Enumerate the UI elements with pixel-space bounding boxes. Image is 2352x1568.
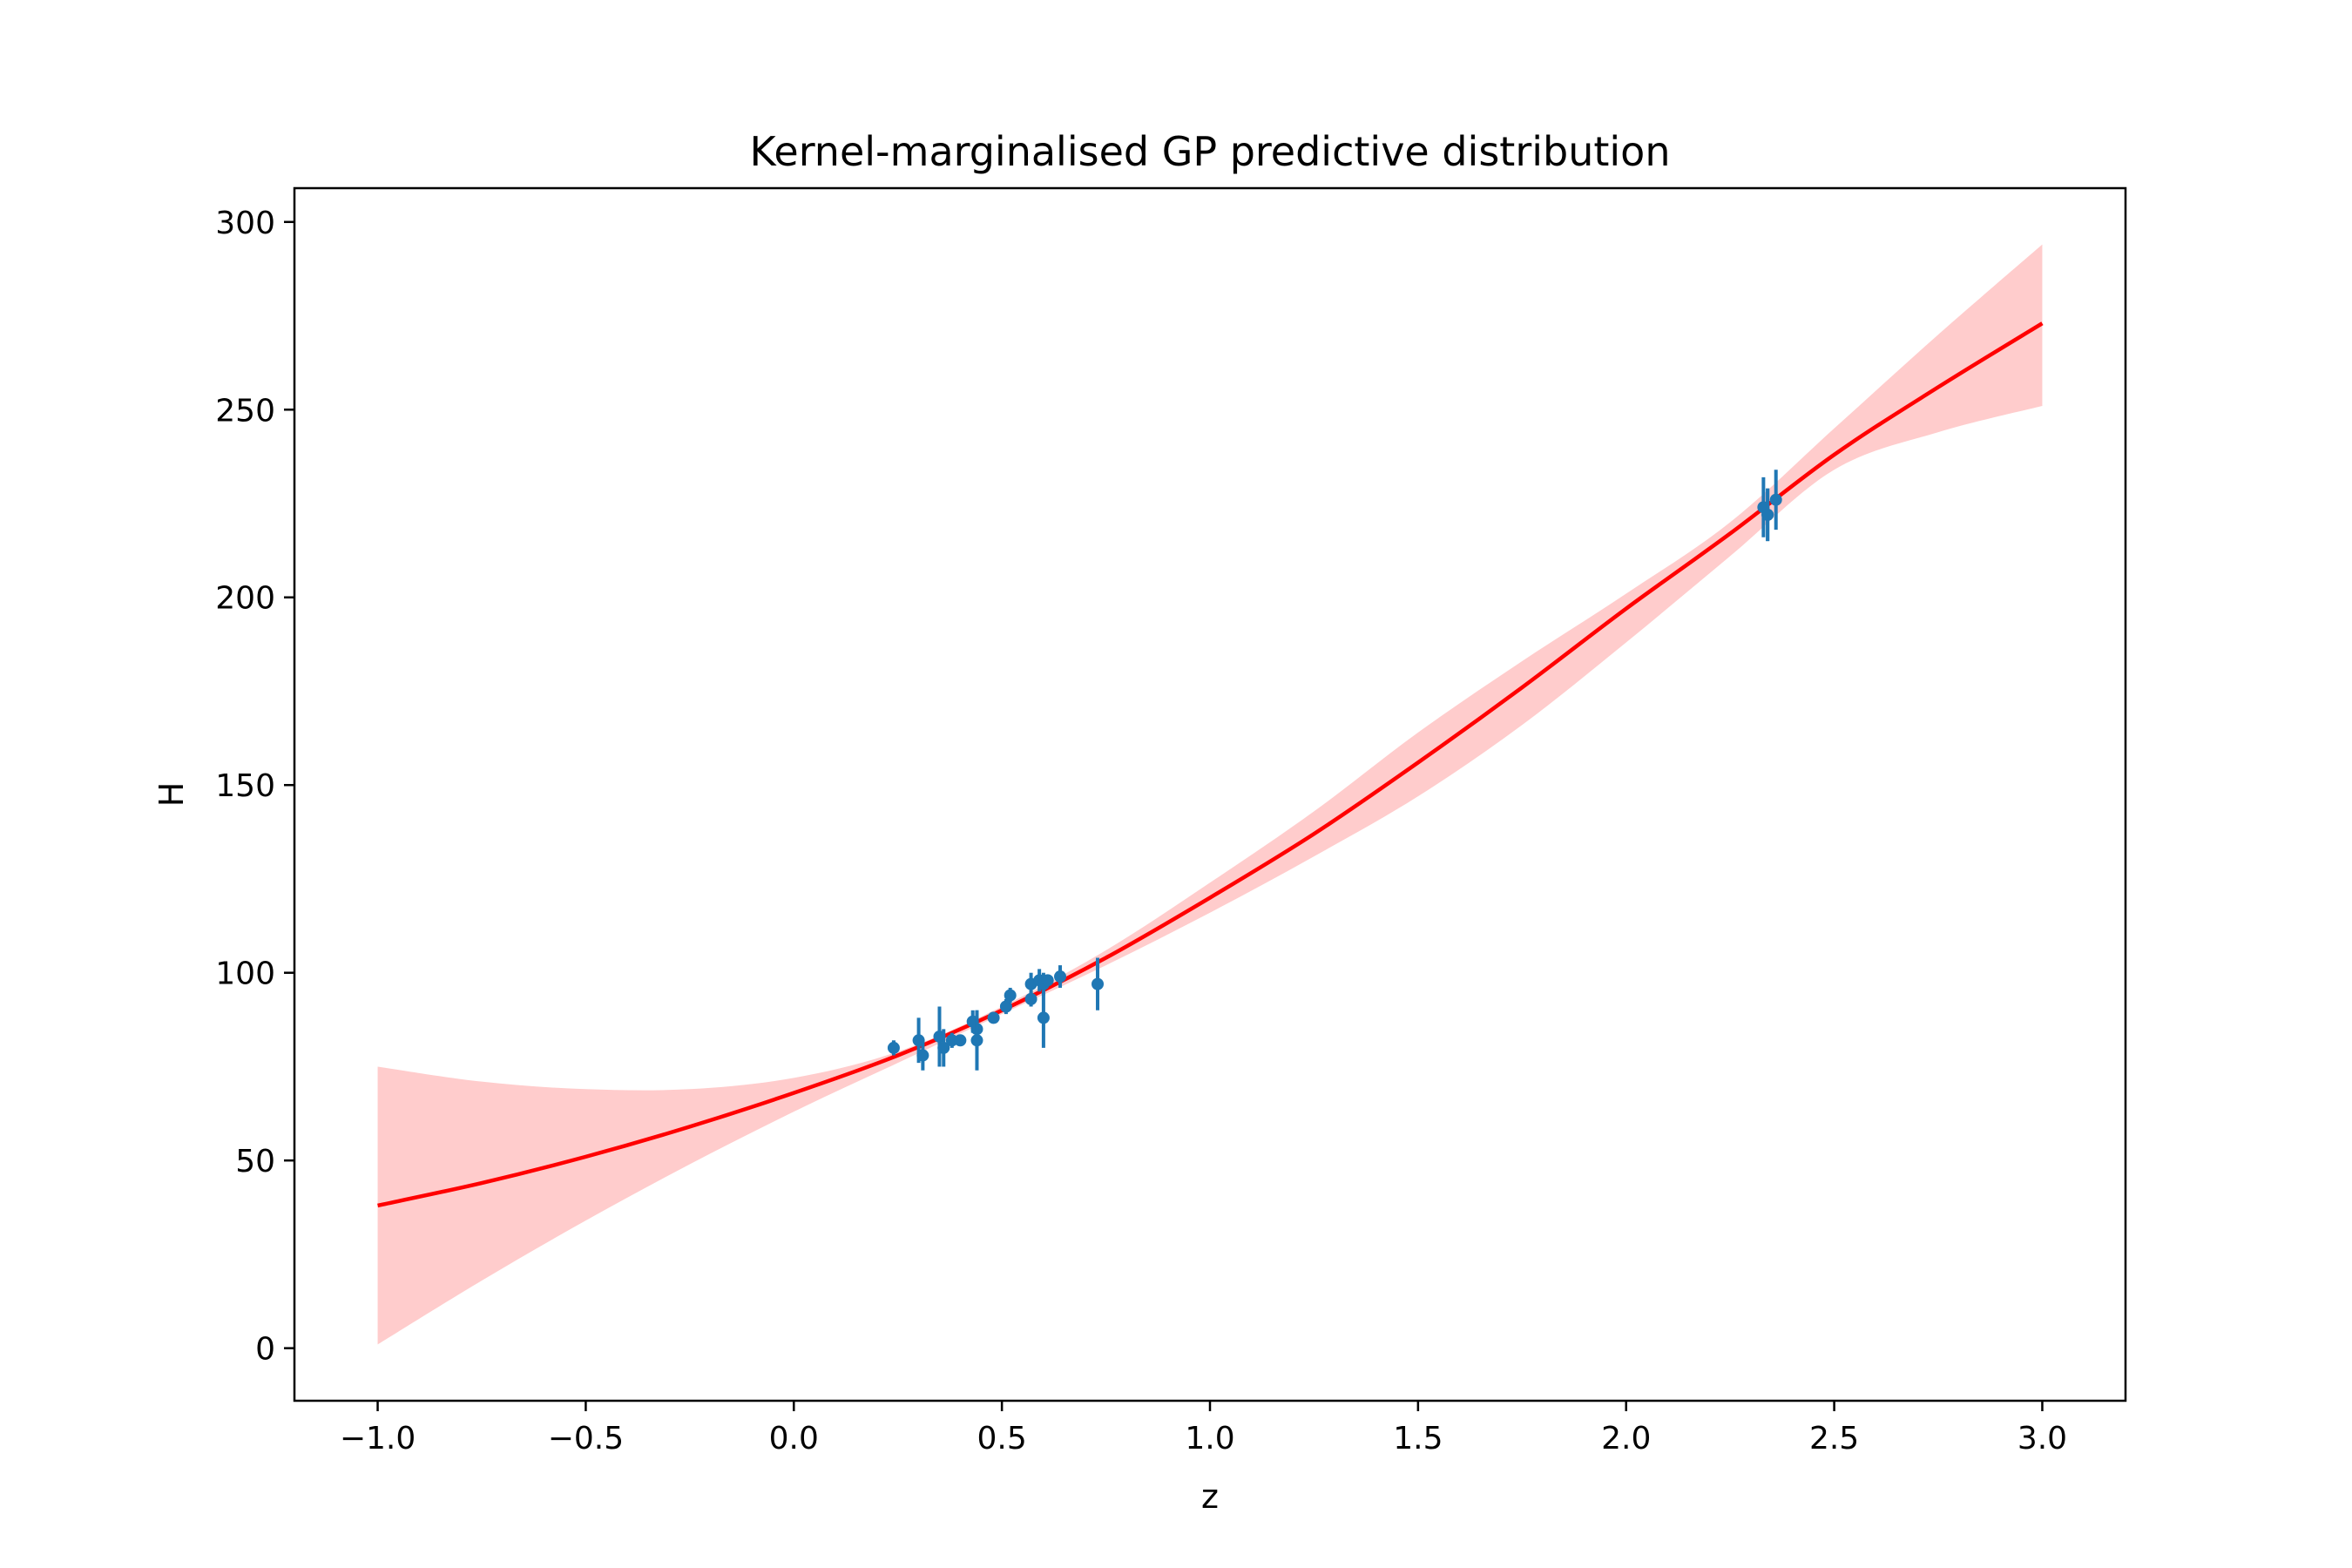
x-tick-label: −1.0: [340, 1421, 416, 1456]
y-axis-label: H: [152, 782, 191, 808]
chart-title: Kernel-marginalised GP predictive distri…: [750, 128, 1671, 175]
y-tick-label: 250: [215, 393, 275, 429]
data-point: [999, 1000, 1012, 1013]
y-tick-label: 100: [215, 956, 275, 992]
x-tick-label: 1.5: [1393, 1421, 1443, 1456]
x-axis-ticks: −1.0 −0.5 0.0 0.5 1.0 1.5 2.0 2.5 3.0: [340, 1401, 2067, 1456]
y-tick-label: 200: [215, 581, 275, 617]
data-point: [1054, 970, 1067, 983]
data-point: [987, 1011, 1000, 1024]
data-point: [887, 1041, 900, 1054]
data-point: [1092, 977, 1105, 990]
x-tick-label: 3.0: [2017, 1421, 2067, 1456]
x-tick-label: 0.0: [769, 1421, 819, 1456]
data-point: [1004, 989, 1017, 1002]
x-tick-label: 0.5: [977, 1421, 1027, 1456]
data-point: [1769, 493, 1782, 506]
x-tick-label: 2.5: [1809, 1421, 1859, 1456]
y-tick-label: 150: [215, 768, 275, 804]
data-points-layer: [887, 470, 1782, 1071]
x-tick-label: 1.0: [1185, 1421, 1234, 1456]
data-point: [954, 1034, 967, 1047]
y-axis-ticks: 0 50 100 150 200 250 300: [215, 206, 294, 1368]
data-point: [1041, 974, 1054, 987]
confidence-band-layer: [377, 244, 2043, 1345]
data-point: [1037, 1011, 1050, 1024]
data-point: [1024, 992, 1037, 1005]
data-point: [916, 1049, 929, 1062]
x-tick-label: −0.5: [548, 1421, 624, 1456]
data-point: [937, 1041, 950, 1054]
data-point: [1761, 508, 1774, 521]
x-tick-label: 2.0: [1601, 1421, 1651, 1456]
data-point: [970, 1034, 983, 1047]
x-axis-label: z: [1201, 1477, 1219, 1516]
confidence-band: [377, 244, 2043, 1345]
y-tick-label: 300: [215, 206, 275, 241]
y-tick-label: 50: [235, 1144, 275, 1179]
y-tick-label: 0: [255, 1332, 275, 1368]
